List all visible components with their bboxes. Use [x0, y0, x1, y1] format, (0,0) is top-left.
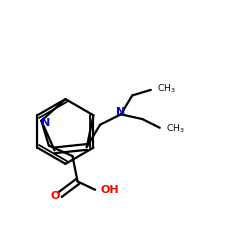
Text: N: N [42, 118, 51, 128]
Text: CH$_3$: CH$_3$ [166, 122, 185, 135]
Text: O: O [50, 191, 60, 201]
Text: OH: OH [101, 185, 119, 195]
Text: N: N [116, 107, 126, 117]
Text: CH$_3$: CH$_3$ [157, 82, 176, 95]
